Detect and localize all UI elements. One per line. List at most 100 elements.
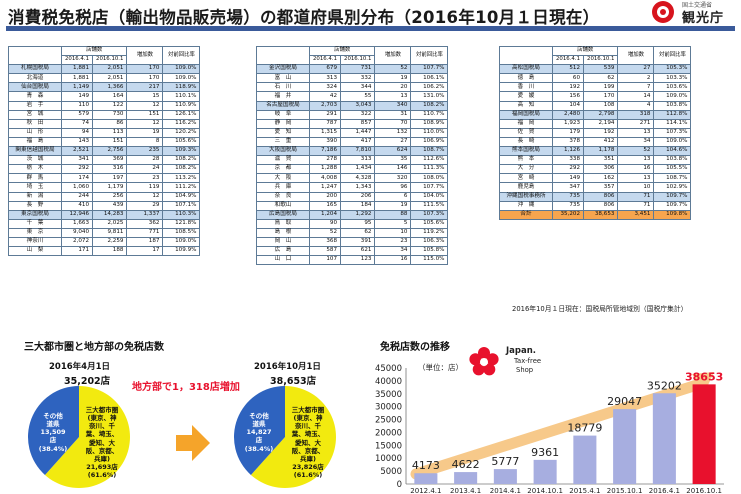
increase-value: 2 [617,73,655,84]
stores-apr: 90 [308,218,342,229]
stores-apr: 1,247 [308,182,342,193]
increase-value: 19 [126,127,164,138]
stores-oct: 1,343 [340,182,376,193]
stores-oct: 351 [583,155,619,166]
increase-callout: 地方部で1，318店増加 [132,382,240,393]
bar [652,393,676,484]
stores-oct: 199 [583,82,619,93]
stores-apr: 42 [308,91,342,102]
increase-value: 17 [126,246,164,257]
region-name: 栃 木 [8,164,62,175]
increase-value: 23 [374,236,412,248]
y-tick-label: 0 [397,480,402,490]
jta-logo-name: 観光庁 [682,11,725,26]
prefecture-row: 千 葉 1,663 2,025 362 121.8% [8,218,201,229]
ratio-value: 120.2% [162,127,201,138]
prefecture-row: 北海道 1,881 2,051 170 109.0% [8,73,201,84]
stores-apr: 9,040 [60,227,94,238]
stores-oct: 1,366 [92,82,128,93]
ratio-value: 111.5% [410,200,449,211]
increase-value: 23 [126,173,164,184]
stores-apr: 60 [551,73,585,84]
region-name: 岐 阜 [256,109,310,120]
stores-apr: 1,923 [551,118,585,129]
region-name: 岩 手 [8,100,62,111]
prefecture-row: 宮 城 579 730 151 126.1% [8,109,201,120]
increase-value: 13 [617,127,655,138]
increase-value: 5 [374,218,412,229]
pie-right-other-line: その他 [249,412,269,420]
stores-oct: 3,043 [340,100,376,111]
ratio-value: 118.9% [162,82,201,93]
region-name: 兵 庫 [256,182,310,193]
stores-oct: 806 [583,191,619,202]
increase-value: 52 [374,64,412,75]
x-tick-label: 2016.4.1 [649,487,680,494]
prefecture-row: 山 口 107 123 16 115.0% [256,255,449,266]
pie-right-metro-line: (東京、神 [293,414,323,423]
increase-value: 14 [617,91,655,102]
pie-left-other-line: (38.4%) [38,444,68,453]
logo-line-shop: Shop [516,366,534,374]
header-stores: 店舗数 [551,45,619,57]
pie-left-metro-line: (東京、神 [87,414,117,423]
ratio-value: 102.9% [653,182,692,193]
pie-left-metro-line: 21,693店 [86,462,118,471]
region-name: 沖縄国税事務所 [499,191,553,202]
region-name: 愛 媛 [499,91,553,102]
bureau-row: 関東信越国税局 2,521 2,756 235 109.3% [8,146,201,157]
x-tick-label: 2015.4.1 [569,487,600,494]
stores-apr: 313 [308,73,342,84]
region-name: 福岡国税局 [499,109,553,120]
pie-left-metro-line: 愛知、大 [89,438,115,447]
increase-value: 6 [374,191,412,202]
stores-apr: 1,288 [308,164,342,175]
ratio-value: 106.9% [410,136,449,148]
region-name: 三 重 [256,136,310,148]
pie-left-metro-line: 葉、埼玉、 [85,430,119,439]
bar [692,384,716,484]
bar [613,409,637,484]
region-name: 沖 縄 [499,200,553,211]
increase-value: 217 [126,82,164,93]
increase-value: 96 [374,182,412,193]
bureau-row: 大阪国税局 7,186 7,810 624 108.7% [256,146,449,157]
stores-oct: 439 [92,200,128,211]
region-name: 大 阪 [256,173,310,184]
increase-value: 10 [374,227,412,238]
pie-left-metro-line: 三大都市圏 [85,406,119,414]
ratio-value: 107.7% [410,64,449,75]
pie-chart-left [27,386,130,488]
region-name: 山 梨 [8,246,62,257]
increase-value: 28 [126,155,164,166]
stores-oct: 192 [583,127,619,138]
bureau-row: 沖縄国税事務所 735 806 71 109.7% [499,191,692,202]
increase-value: 24 [126,164,164,175]
bar-value-label: 5777 [491,455,519,468]
stores-apr: 347 [551,182,585,193]
ratio-value: 109.7% [653,191,692,202]
stores-apr: 4,008 [308,173,342,184]
ratio-value: 114.1% [653,118,692,129]
prefecture-row: 奈 良 200 206 6 104.0% [256,191,449,202]
region-name: 名古屋国税局 [256,100,310,111]
header-stores: 店舗数 [308,45,376,57]
prefecture-row: 新 潟 244 256 12 104.9% [8,191,201,202]
increase-value: 8 [126,136,164,148]
ratio-value: 105.5% [653,164,692,175]
region-name: 群 馬 [8,173,62,184]
ratio-value: 113.2% [162,173,201,184]
stores-oct: 2,798 [583,109,619,120]
region-name: 広島国税局 [256,209,310,220]
stores-oct: 164 [92,91,128,102]
stores-oct: 730 [92,109,128,120]
region-name: 福 井 [256,91,310,102]
increase-value: 624 [374,146,412,157]
stores-oct: 2,194 [583,118,619,129]
source-note: 2016年10月１日現在：国税局所管地域別（国税庁集計） [512,305,688,313]
increase-value: 71 [617,200,655,211]
region-name: 新 潟 [8,191,62,202]
cherry-blossom-icon [469,347,499,376]
header-ratio: 対前回比率 [410,45,449,66]
header-ratio: 対前回比率 [162,45,201,66]
